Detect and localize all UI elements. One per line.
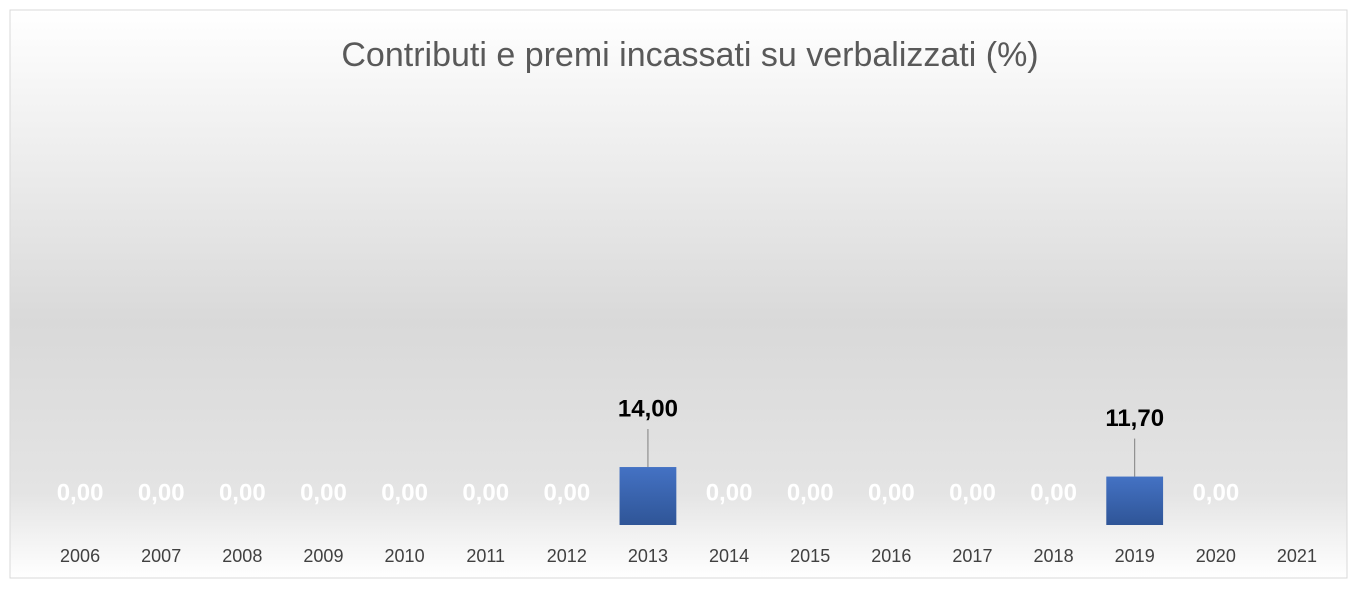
x-tick-label: 2011 [466, 546, 505, 566]
data-label: 0,00 [138, 479, 185, 506]
data-label: 0,00 [300, 479, 347, 506]
x-tick-label: 2014 [709, 546, 749, 566]
x-tick-label: 2006 [60, 546, 100, 566]
data-label: 0,00 [381, 479, 428, 506]
data-label: 0,00 [1192, 479, 1239, 506]
x-tick-label: 2016 [871, 546, 911, 566]
bar [619, 467, 677, 525]
x-tick-label: 2009 [303, 546, 343, 566]
chart-title: Contributi e premi incassati su verbaliz… [341, 36, 1038, 74]
data-label: 0,00 [543, 479, 590, 506]
x-tick-label: 2019 [1115, 546, 1155, 566]
data-label: 0,00 [57, 479, 104, 506]
data-label: 0,00 [868, 479, 915, 506]
data-label: 11,70 [1105, 405, 1164, 432]
data-label: 0,00 [949, 479, 996, 506]
x-tick-label: 2017 [952, 546, 992, 566]
x-tick-label: 2013 [628, 546, 668, 566]
x-tick-label: 2018 [1034, 546, 1074, 566]
data-label: 0,00 [787, 479, 834, 506]
x-tick-label: 2008 [222, 546, 262, 566]
data-label: 0,00 [219, 479, 266, 506]
x-tick-label: 2007 [141, 546, 181, 566]
x-tick-label: 2021 [1277, 546, 1317, 566]
x-tick-label: 2010 [385, 546, 425, 566]
x-tick-label: 2012 [547, 546, 587, 566]
bar [1106, 476, 1164, 525]
data-label: 0,00 [462, 479, 509, 506]
data-label: 14,00 [618, 395, 678, 422]
data-label: 0,00 [1030, 479, 1077, 506]
x-tick-label: 2015 [790, 546, 830, 566]
x-tick-label: 2020 [1196, 546, 1236, 566]
data-label: 0,00 [706, 479, 753, 506]
